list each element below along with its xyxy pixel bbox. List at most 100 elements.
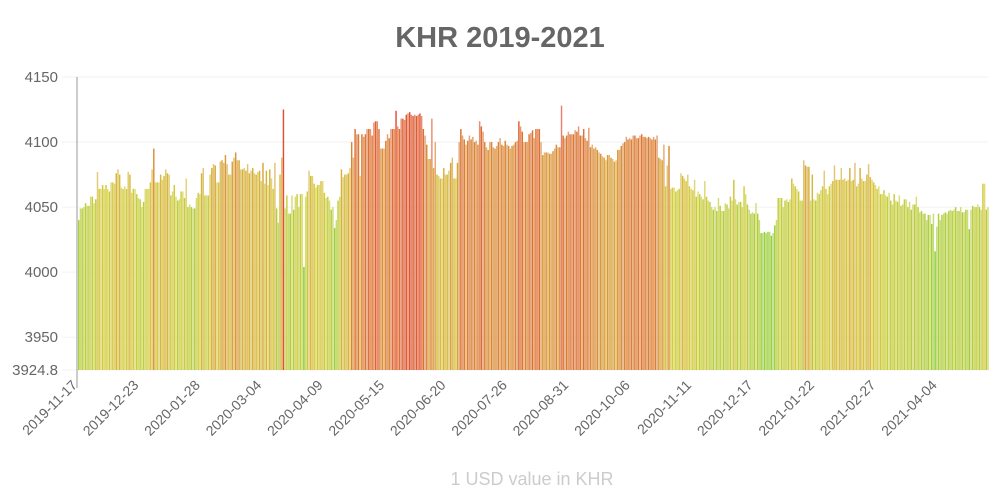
bar: [796, 188, 798, 370]
bar: [296, 194, 298, 370]
bar: [731, 200, 733, 370]
bar: [376, 121, 378, 371]
bar: [436, 174, 438, 370]
bar: [780, 198, 783, 370]
bar: [195, 198, 198, 370]
bar: [315, 187, 317, 370]
bar: [397, 126, 399, 370]
bar: [557, 147, 559, 370]
bar: [292, 209, 295, 370]
bar: [622, 143, 624, 370]
bar: [661, 160, 663, 370]
bar: [323, 192, 326, 370]
bar: [854, 162, 856, 370]
x-tick-label: 2020-06-20: [387, 377, 449, 439]
bar: [837, 179, 839, 370]
bar: [830, 183, 832, 370]
bar: [593, 148, 595, 370]
bar: [257, 171, 259, 370]
bar: [362, 136, 365, 370]
bar: [953, 209, 955, 370]
bar: [861, 178, 863, 370]
bar: [390, 129, 392, 370]
bar: [502, 145, 505, 370]
bar: [386, 134, 389, 370]
bar: [484, 142, 486, 370]
bar: [141, 207, 143, 370]
bar: [308, 170, 310, 370]
x-tick-label: 2021-04-04: [878, 377, 940, 439]
bar: [378, 129, 380, 370]
bar: [158, 182, 160, 370]
bar: [412, 116, 414, 370]
bar: [303, 266, 305, 370]
bar: [518, 121, 520, 371]
bar: [977, 204, 979, 370]
bar: [340, 169, 343, 370]
bar: [564, 138, 566, 370]
bar: [507, 145, 510, 370]
bar: [298, 207, 300, 370]
bar: [536, 129, 539, 370]
bar: [262, 162, 264, 370]
bar: [281, 157, 283, 370]
bar: [577, 126, 580, 370]
bar: [301, 194, 303, 370]
bar: [241, 169, 244, 370]
bar: [893, 194, 895, 370]
bar: [859, 168, 861, 370]
bar: [727, 208, 730, 370]
bar: [83, 207, 85, 370]
bar: [458, 142, 460, 370]
bar: [582, 129, 585, 370]
bar: [388, 138, 390, 370]
bar: [825, 188, 827, 370]
x-tick-label: 2020-04-09: [264, 377, 326, 439]
bar: [219, 161, 222, 370]
bar: [468, 135, 471, 370]
bar: [758, 220, 761, 370]
bar: [163, 175, 165, 370]
bar: [371, 135, 373, 370]
bar: [651, 139, 653, 370]
bar: [175, 196, 177, 370]
bar: [936, 226, 938, 370]
bar: [501, 144, 503, 370]
bar: [108, 191, 111, 370]
x-tick-label: 2020-08-31: [509, 377, 571, 439]
bar: [153, 148, 155, 370]
bar: [495, 145, 498, 370]
bar: [768, 231, 771, 370]
bar: [922, 213, 924, 370]
bar: [919, 212, 921, 370]
bar: [231, 161, 233, 370]
bar: [745, 194, 747, 370]
bar: [122, 188, 124, 370]
bar: [187, 207, 189, 370]
bar: [414, 114, 416, 370]
bar: [803, 160, 805, 370]
bar: [103, 188, 106, 370]
bar: [523, 142, 525, 370]
bar: [944, 212, 947, 370]
bar: [949, 209, 952, 370]
bar: [722, 211, 725, 370]
bar: [598, 152, 600, 370]
bar: [666, 165, 669, 370]
bar: [942, 213, 945, 370]
bar: [611, 158, 614, 370]
bar: [521, 131, 524, 370]
bar: [472, 136, 474, 370]
bar: [748, 209, 750, 370]
bar: [876, 188, 878, 370]
bar: [762, 233, 764, 370]
bar: [649, 138, 651, 370]
bar: [644, 136, 646, 370]
bar: [794, 186, 796, 370]
bar: [896, 201, 899, 370]
bar: [313, 183, 315, 370]
bar: [395, 110, 397, 370]
bar: [183, 198, 186, 370]
bar: [714, 207, 716, 370]
bar: [154, 182, 157, 370]
